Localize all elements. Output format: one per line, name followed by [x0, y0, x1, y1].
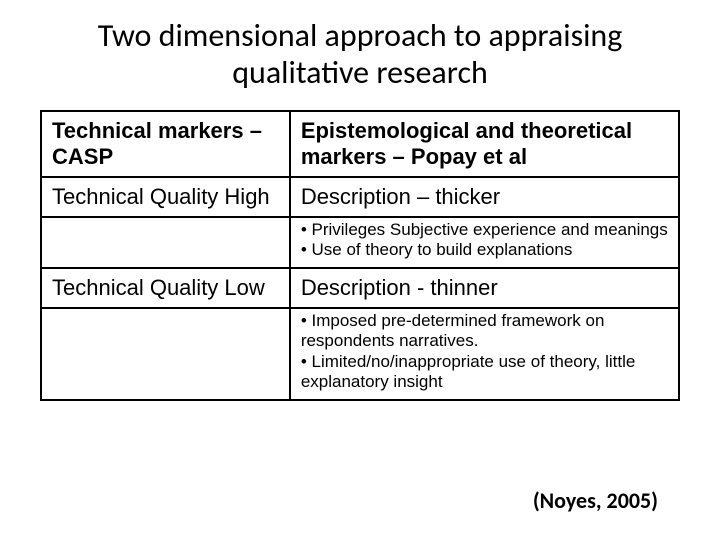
row1-left: Technical Quality High — [41, 177, 290, 217]
slide-title: Two dimensional approach to appraising q… — [60, 18, 660, 92]
table-row-bullets: • Privileges Subjective experience and m… — [41, 217, 679, 268]
row1-bullets: • Privileges Subjective experience and m… — [290, 217, 679, 268]
table-row-bullets: • Imposed pre-determined framework on re… — [41, 308, 679, 400]
table-row: Technical Quality High Description – thi… — [41, 177, 679, 217]
col-header-right: Epistemological and theoretical markers … — [290, 111, 679, 177]
row2-right: Description - thinner — [290, 268, 679, 308]
slide-container: Two dimensional approach to appraising q… — [0, 0, 720, 540]
table-header-row: Technical markers – CASP Epistemological… — [41, 111, 679, 177]
citation: (Noyes, 2005) — [533, 487, 658, 514]
row2-bullets: • Imposed pre-determined framework on re… — [290, 308, 679, 400]
row1-bullets-empty — [41, 217, 290, 268]
row2-left: Technical Quality Low — [41, 268, 290, 308]
col-header-left: Technical markers – CASP — [41, 111, 290, 177]
table-row: Technical Quality Low Description - thin… — [41, 268, 679, 308]
row1-right: Description – thicker — [290, 177, 679, 217]
appraisal-table: Technical markers – CASP Epistemological… — [40, 110, 680, 401]
row2-bullets-empty — [41, 308, 290, 400]
